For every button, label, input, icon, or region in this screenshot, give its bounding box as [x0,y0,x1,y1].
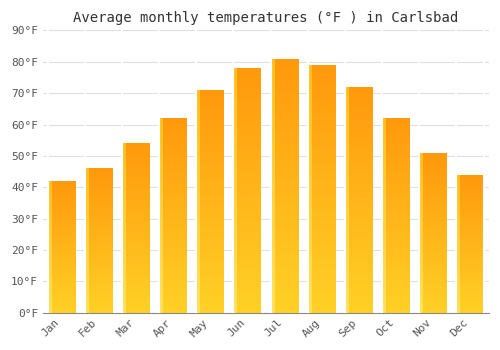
Title: Average monthly temperatures (°F ) in Carlsbad: Average monthly temperatures (°F ) in Ca… [74,11,458,25]
